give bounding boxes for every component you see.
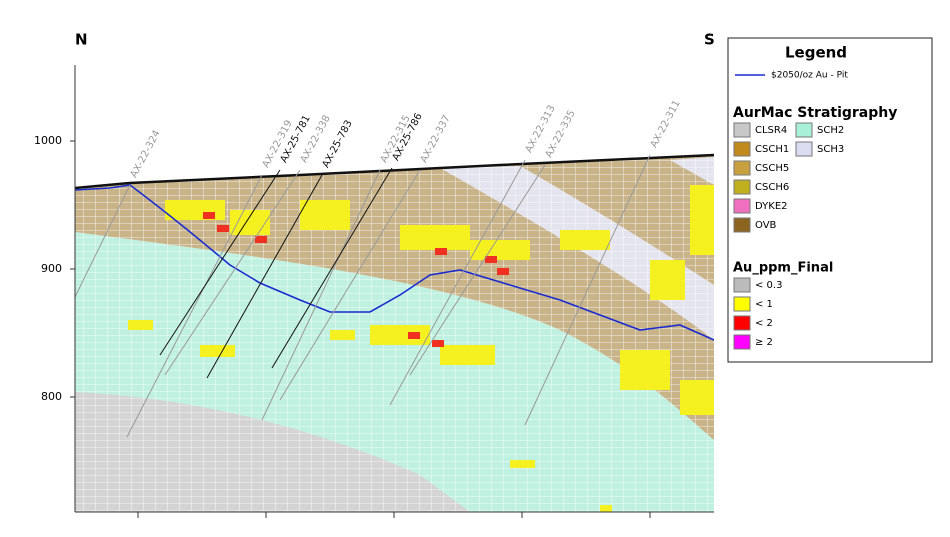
- legend-label: < 2: [755, 318, 773, 329]
- stratigraphy-title: AurMac Stratigraphy: [733, 105, 897, 121]
- legend-label: SCH3: [817, 144, 844, 155]
- legend-swatch: [733, 179, 751, 195]
- legend-label: CLSR4: [755, 125, 787, 136]
- legend-swatch: [795, 122, 813, 138]
- drillhole: [164, 169, 301, 376]
- drillhole: [261, 169, 381, 421]
- drillhole: [126, 174, 263, 438]
- legend-swatch: [733, 141, 751, 157]
- legend-label: CSCH1: [755, 144, 789, 155]
- legend-swatch: [733, 315, 751, 331]
- elevation-label: 800: [41, 390, 62, 403]
- drillhole: [271, 167, 393, 369]
- legend-swatch: [733, 334, 751, 350]
- north-label: N: [75, 31, 88, 49]
- legend-swatch: [733, 296, 751, 312]
- legend-swatch: [733, 122, 751, 138]
- legend-label: ≥ 2: [755, 337, 773, 348]
- legend-label: CSCH5: [755, 163, 789, 174]
- legend-label: DYKE2: [755, 201, 788, 212]
- drillhole: [206, 174, 323, 379]
- legend-swatch: [733, 160, 751, 176]
- south-label: S: [704, 31, 715, 49]
- legend-box: [727, 37, 933, 363]
- legend-title: Legend: [785, 44, 847, 62]
- elevation-label: 1000: [34, 134, 62, 147]
- legend-swatch: [733, 198, 751, 214]
- legend-label: SCH2: [817, 125, 844, 136]
- drillhole: [524, 154, 651, 426]
- legend-label: < 0.3: [755, 280, 782, 291]
- axes: [70, 65, 714, 518]
- drillhole: [409, 164, 546, 376]
- legend-label: CSCH6: [755, 182, 789, 193]
- drillhole: [389, 159, 526, 406]
- drillhole: [75, 184, 131, 298]
- high-grade-blocks: [203, 212, 509, 347]
- legend-swatch: [733, 277, 751, 293]
- legend-swatch: [733, 217, 751, 233]
- legend-label: < 1: [755, 299, 773, 310]
- drillhole: [159, 169, 281, 356]
- legend-pit: $2050/oz Au - Pit: [771, 71, 848, 81]
- legend-label: OVB: [755, 220, 777, 231]
- drillhole: [279, 169, 421, 401]
- legend-swatch: [795, 141, 813, 157]
- elevation-label: 900: [41, 262, 62, 275]
- grade-blocks: [128, 185, 714, 512]
- geology: [75, 65, 714, 512]
- grade-title: Au_ppm_Final: [733, 261, 833, 276]
